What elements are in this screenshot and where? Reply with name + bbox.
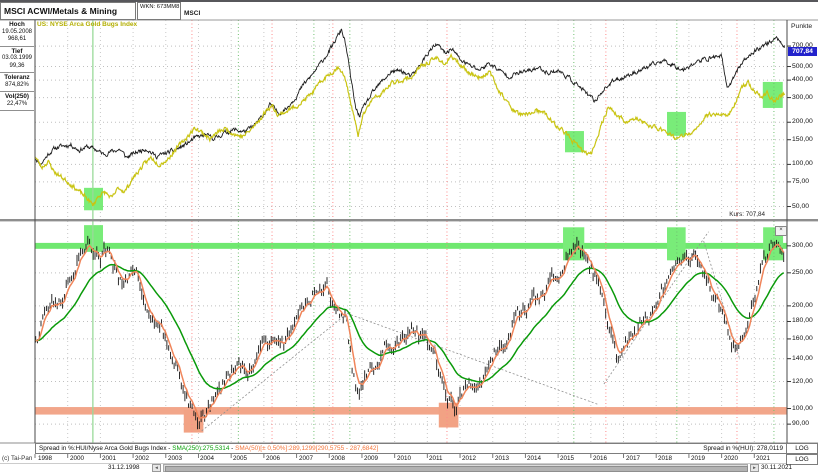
x-axis-year-label: 2005 — [233, 455, 248, 462]
scrollbar-thumb[interactable] — [165, 466, 748, 472]
y-axis-tick-label: 300,00 — [792, 94, 813, 101]
bottom-chart-layer — [35, 221, 787, 443]
info-label: Vol(250) — [4, 93, 30, 100]
sma50-line — [35, 243, 785, 420]
info-row: Toleranz 874,82% — [0, 73, 34, 92]
info-value: 22,47% — [6, 100, 28, 107]
x-axis-year-label: 2015 — [560, 455, 575, 462]
log-scale-button-top[interactable]: LOG — [786, 443, 818, 454]
x-axis-year-label: 2000 — [70, 455, 85, 462]
x-axis-year-label: 2001 — [102, 455, 117, 462]
x-axis-year-label: 2006 — [266, 455, 281, 462]
y-axis-tick-label: 120,00 — [792, 378, 813, 385]
scroll-right-button[interactable]: ► — [750, 464, 759, 472]
top-chart-layer — [35, 20, 787, 219]
x-axis-year-label: 2018 — [658, 455, 673, 462]
scrollbar-track[interactable] — [163, 464, 748, 472]
bottom-chart-plot[interactable] — [35, 221, 787, 443]
info-label: Tief — [11, 47, 23, 55]
info-label: Toleranz — [4, 74, 30, 81]
overlay-series-label: US: NYSE Arca Gold Bugs Index — [37, 21, 138, 28]
y-axis-tick-label: 90,00 — [792, 420, 810, 427]
x-axis-year-label: 2020 — [724, 455, 739, 462]
y-axis-tick-label: 250,00 — [792, 269, 813, 276]
x-axis-year-label: 2010 — [397, 455, 412, 462]
y-axis-tick-label: 300,00 — [792, 242, 813, 249]
x-axis-year-label: 2016 — [593, 455, 608, 462]
info-value: 99,36 — [9, 62, 25, 69]
scroll-left-button[interactable]: ◄ — [152, 464, 161, 472]
x-axis-year-label: 2019 — [691, 455, 706, 462]
y-axis-tick-label: 200,00 — [792, 118, 813, 125]
scrollbar-end-date: 30.11.2021 — [761, 464, 793, 471]
y-axis-tick-label: 150,00 — [792, 136, 813, 143]
x-axis-year-label: 2003 — [168, 455, 183, 462]
x-axis-year-label: 2017 — [626, 455, 641, 462]
y-axis-tick-label: 50,00 — [792, 203, 810, 210]
info-row: Hoch 19.05.2008 968,61 — [0, 20, 34, 47]
info-value: 874,82% — [5, 81, 29, 88]
y-axis-tick-label: 200,00 — [792, 302, 813, 309]
y-axis-title: Punkte — [791, 23, 813, 30]
gold-bugs-series-line — [35, 52, 785, 207]
y-axis-tick-label: 160,00 — [792, 335, 813, 342]
x-axis-year-label: 2002 — [135, 455, 150, 462]
info-value: 03.03.1999 — [1, 55, 33, 61]
close-indicator-icon[interactable]: × — [775, 226, 787, 236]
last-price-label: Kurs: 707,84 — [729, 211, 765, 218]
last-price-badge: 707,84 — [788, 47, 817, 56]
x-axis-year-label: 2013 — [495, 455, 510, 462]
info-value: 19.05.2008 — [1, 28, 33, 35]
window-top-strip — [0, 0, 818, 2]
copyright-label: (c) Tai-Pan — [2, 455, 33, 462]
wkn-badge: WKN: 673MM8 — [137, 2, 181, 20]
y-axis-tick-label: 100,00 — [792, 160, 813, 167]
x-axis-year-label: 2011 — [429, 455, 443, 462]
y-axis-tick-label: 500,00 — [792, 63, 813, 70]
status-spread-value: Spread in %(HUI): 278,0119 — [703, 445, 783, 452]
y-axis-tick-label: 100,00 — [792, 405, 813, 412]
y-axis-tick-label: 700,00 — [792, 42, 813, 49]
info-row: Vol(250) 22,47% — [0, 92, 34, 111]
spread-hlc-bars — [35, 235, 785, 430]
status-indicator-name: Spread in %:HUI/Nyse Arca Gold Bugs Inde… — [39, 445, 173, 452]
x-axis-year-label: 2012 — [462, 455, 477, 462]
index-vendor-label: MSCI — [184, 10, 201, 17]
x-axis-year-label: 2021 — [756, 455, 771, 462]
page-title: MSCI ACWI/Metals & Mining USD GRTR — [0, 2, 136, 20]
y-axis-tick-label: 140,00 — [792, 355, 813, 362]
x-axis-year-label: 2004 — [200, 455, 215, 462]
x-axis-year-label: 1998 — [38, 455, 53, 462]
top-chart-plot[interactable] — [35, 20, 787, 219]
quote-info-panel: Hoch 19.05.2008 968,61 Tief 03.03.1999 99,36 T… — [0, 20, 34, 111]
x-axis-year-label: 2009 — [364, 455, 379, 462]
sma250-line — [35, 263, 785, 390]
status-sma250-value: SMA(250):275,5314 — [172, 445, 230, 452]
scrollbar-start-date: 31.12.1998 — [108, 464, 140, 471]
indicator-status-bar: Spread in %:HUI/Nyse Arca Gold Bugs Inde… — [35, 443, 787, 454]
status-separator: - — [229, 445, 236, 452]
y-axis-tick-label: 180,00 — [792, 317, 813, 324]
info-label: Hoch — [9, 21, 25, 28]
y-axis-tick-label: 75,00 — [792, 178, 810, 185]
info-value: 968,61 — [7, 36, 27, 42]
x-axis-year-label: 2008 — [331, 455, 346, 462]
x-axis-year-label: 2014 — [527, 455, 542, 462]
msci-series-line — [35, 28, 785, 167]
status-sma50-value: SMA(50)[± 0,50%]:289,1299[290,5755 - 287… — [235, 445, 379, 452]
x-axis-year-label: 2007 — [299, 455, 314, 462]
info-row: Tief 03.03.1999 99,36 — [0, 47, 34, 73]
y-axis-tick-label: 400,00 — [792, 76, 813, 83]
